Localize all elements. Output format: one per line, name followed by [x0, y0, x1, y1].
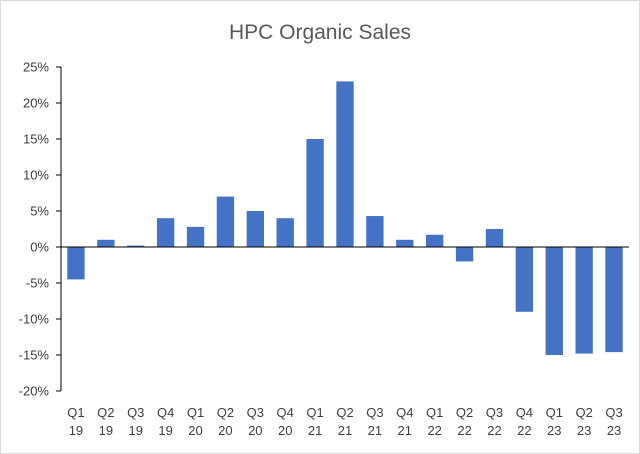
bar-Q2-21 [336, 81, 354, 248]
x-tick-label: Q1 23 [546, 405, 563, 438]
y-tick-label: 0% [30, 240, 49, 255]
bar-Q4-21 [396, 239, 414, 247]
x-tick-label: Q3 22 [486, 405, 503, 438]
bar-Q4-22 [515, 247, 534, 312]
x-tick-label: Q4 22 [516, 405, 533, 438]
bar-Q1-23 [545, 247, 563, 355]
bar-Q3-20 [246, 211, 264, 247]
x-tick-label: Q3 20 [247, 405, 264, 438]
bar-Q3-23 [605, 247, 623, 353]
y-tick-label: 20% [23, 96, 49, 111]
x-tick-label: Q2 21 [336, 405, 353, 438]
bars-group [67, 81, 623, 355]
bar-Q3-19 [127, 245, 145, 247]
x-tick-label: Q1 20 [187, 405, 204, 438]
y-tick-label: 25% [23, 60, 49, 75]
y-tick-label: 10% [23, 168, 49, 183]
bar-Q4-20 [276, 218, 294, 247]
y-tick-label: -20% [19, 384, 50, 399]
bar-Q2-23 [575, 247, 593, 354]
x-tick-label: Q4 20 [277, 405, 294, 438]
x-tick-labels: Q1 19 Q2 19 Q3 19 Q4 19 Q1 20 Q2 20 Q3 20 Q4 20 Q1 21 Q2 21… [67, 405, 622, 438]
bar-Q1-20 [186, 226, 205, 247]
y-tick-label: -10% [19, 312, 50, 327]
bar-Q3-22 [485, 229, 504, 247]
bar-Q1-22 [426, 234, 444, 247]
y-tick-label: -15% [19, 348, 50, 363]
x-tick-label: Q3 21 [366, 405, 383, 438]
y-tick-label: 5% [30, 204, 49, 219]
axes-group [56, 66, 629, 392]
bar-Q2-22 [455, 247, 474, 262]
x-tick-label: Q2 22 [456, 405, 473, 438]
x-tick-label: Q3 19 [127, 405, 144, 438]
x-tick-label: Q1 19 [67, 405, 84, 438]
bar-Q4-19 [156, 218, 175, 247]
y-tick-label: 15% [23, 132, 49, 147]
x-tick-label: Q1 22 [426, 405, 443, 438]
bar-Q3-21 [366, 216, 384, 247]
chart-title: HPC Organic Sales [229, 21, 411, 44]
bar-Q2-20 [216, 196, 235, 247]
bar-Q1-19 [67, 247, 85, 280]
x-tick-label: Q2 20 [217, 405, 234, 438]
x-tick-label: Q3 23 [605, 405, 622, 438]
x-tick-label: Q4 21 [396, 405, 413, 438]
y-tick-label: -5% [26, 276, 50, 291]
bar-Q1-21 [306, 139, 324, 247]
bar-Q2-19 [97, 239, 115, 247]
x-tick-label: Q2 19 [97, 405, 114, 438]
y-tick-labels: 25% 20% 15% 10% 5% 0% -5% -10% -15% -20% [19, 60, 50, 399]
x-tick-label: Q2 23 [575, 405, 592, 438]
x-tick-label: Q1 21 [306, 405, 323, 438]
x-tick-label: Q4 19 [157, 405, 174, 438]
